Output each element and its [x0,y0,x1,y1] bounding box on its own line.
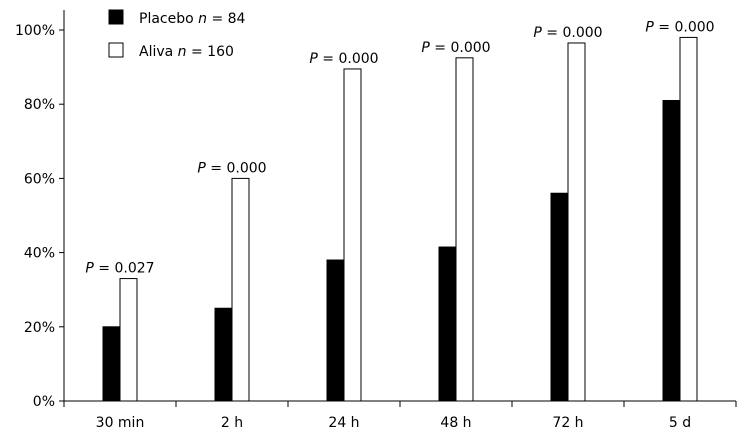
p-value-label: P = 0.000 [645,19,714,35]
y-tick-label: 60% [24,171,55,187]
x-tick-label: 5 d [669,415,691,431]
x-axis-labels: 30 min 2 h 24 h 48 h 72 h 5 d [96,415,691,431]
bar-placebo [438,246,457,402]
bar-aliva [231,177,250,402]
bar-placebo [214,307,233,402]
x-tick-label: 72 h [552,415,583,431]
bar-aliva [455,57,474,402]
x-tick-label: 48 h [440,415,471,431]
p-value-label: P = 0.000 [197,160,266,176]
p-value-annotations: P = 0.027 P = 0.000 P = 0.000 P = 0.000 P = … [85,19,714,276]
bar-aliva [119,278,138,402]
p-value-label: P = 0.000 [421,40,490,56]
bar-placebo [662,99,681,402]
y-tick-label: 80% [24,97,55,113]
bar-placebo [550,192,569,402]
bar-placebo [326,259,345,402]
x-tick-label: 24 h [328,415,359,431]
x-tick-label: 2 h [221,415,243,431]
p-value-label: P = 0.000 [533,25,602,41]
y-tick-label: 0% [33,394,55,410]
bar-placebo [102,326,121,402]
bar-aliva [567,42,586,402]
legend-swatch-placebo [108,9,124,25]
chart-axes [59,10,737,407]
bar-aliva [343,68,362,402]
legend-label-placebo: Placebo n = 84 [139,11,246,27]
chart-legend: Placebo n = 84 Aliva n = 160 [108,9,246,60]
x-tick-label: 30 min [96,415,145,431]
bar-aliva [679,36,698,402]
y-tick-label: 20% [24,320,55,336]
legend-label-aliva: Aliva n = 160 [139,44,234,60]
chart-bars [102,36,698,402]
p-value-label: P = 0.027 [85,261,154,277]
y-tick-label: 100% [15,23,55,39]
p-value-label: P = 0.000 [309,51,378,67]
y-axis-labels: 0% 20% 40% 60% 80% 100% [15,23,55,410]
legend-swatch-aliva [108,42,124,58]
y-tick-label: 40% [24,246,55,262]
